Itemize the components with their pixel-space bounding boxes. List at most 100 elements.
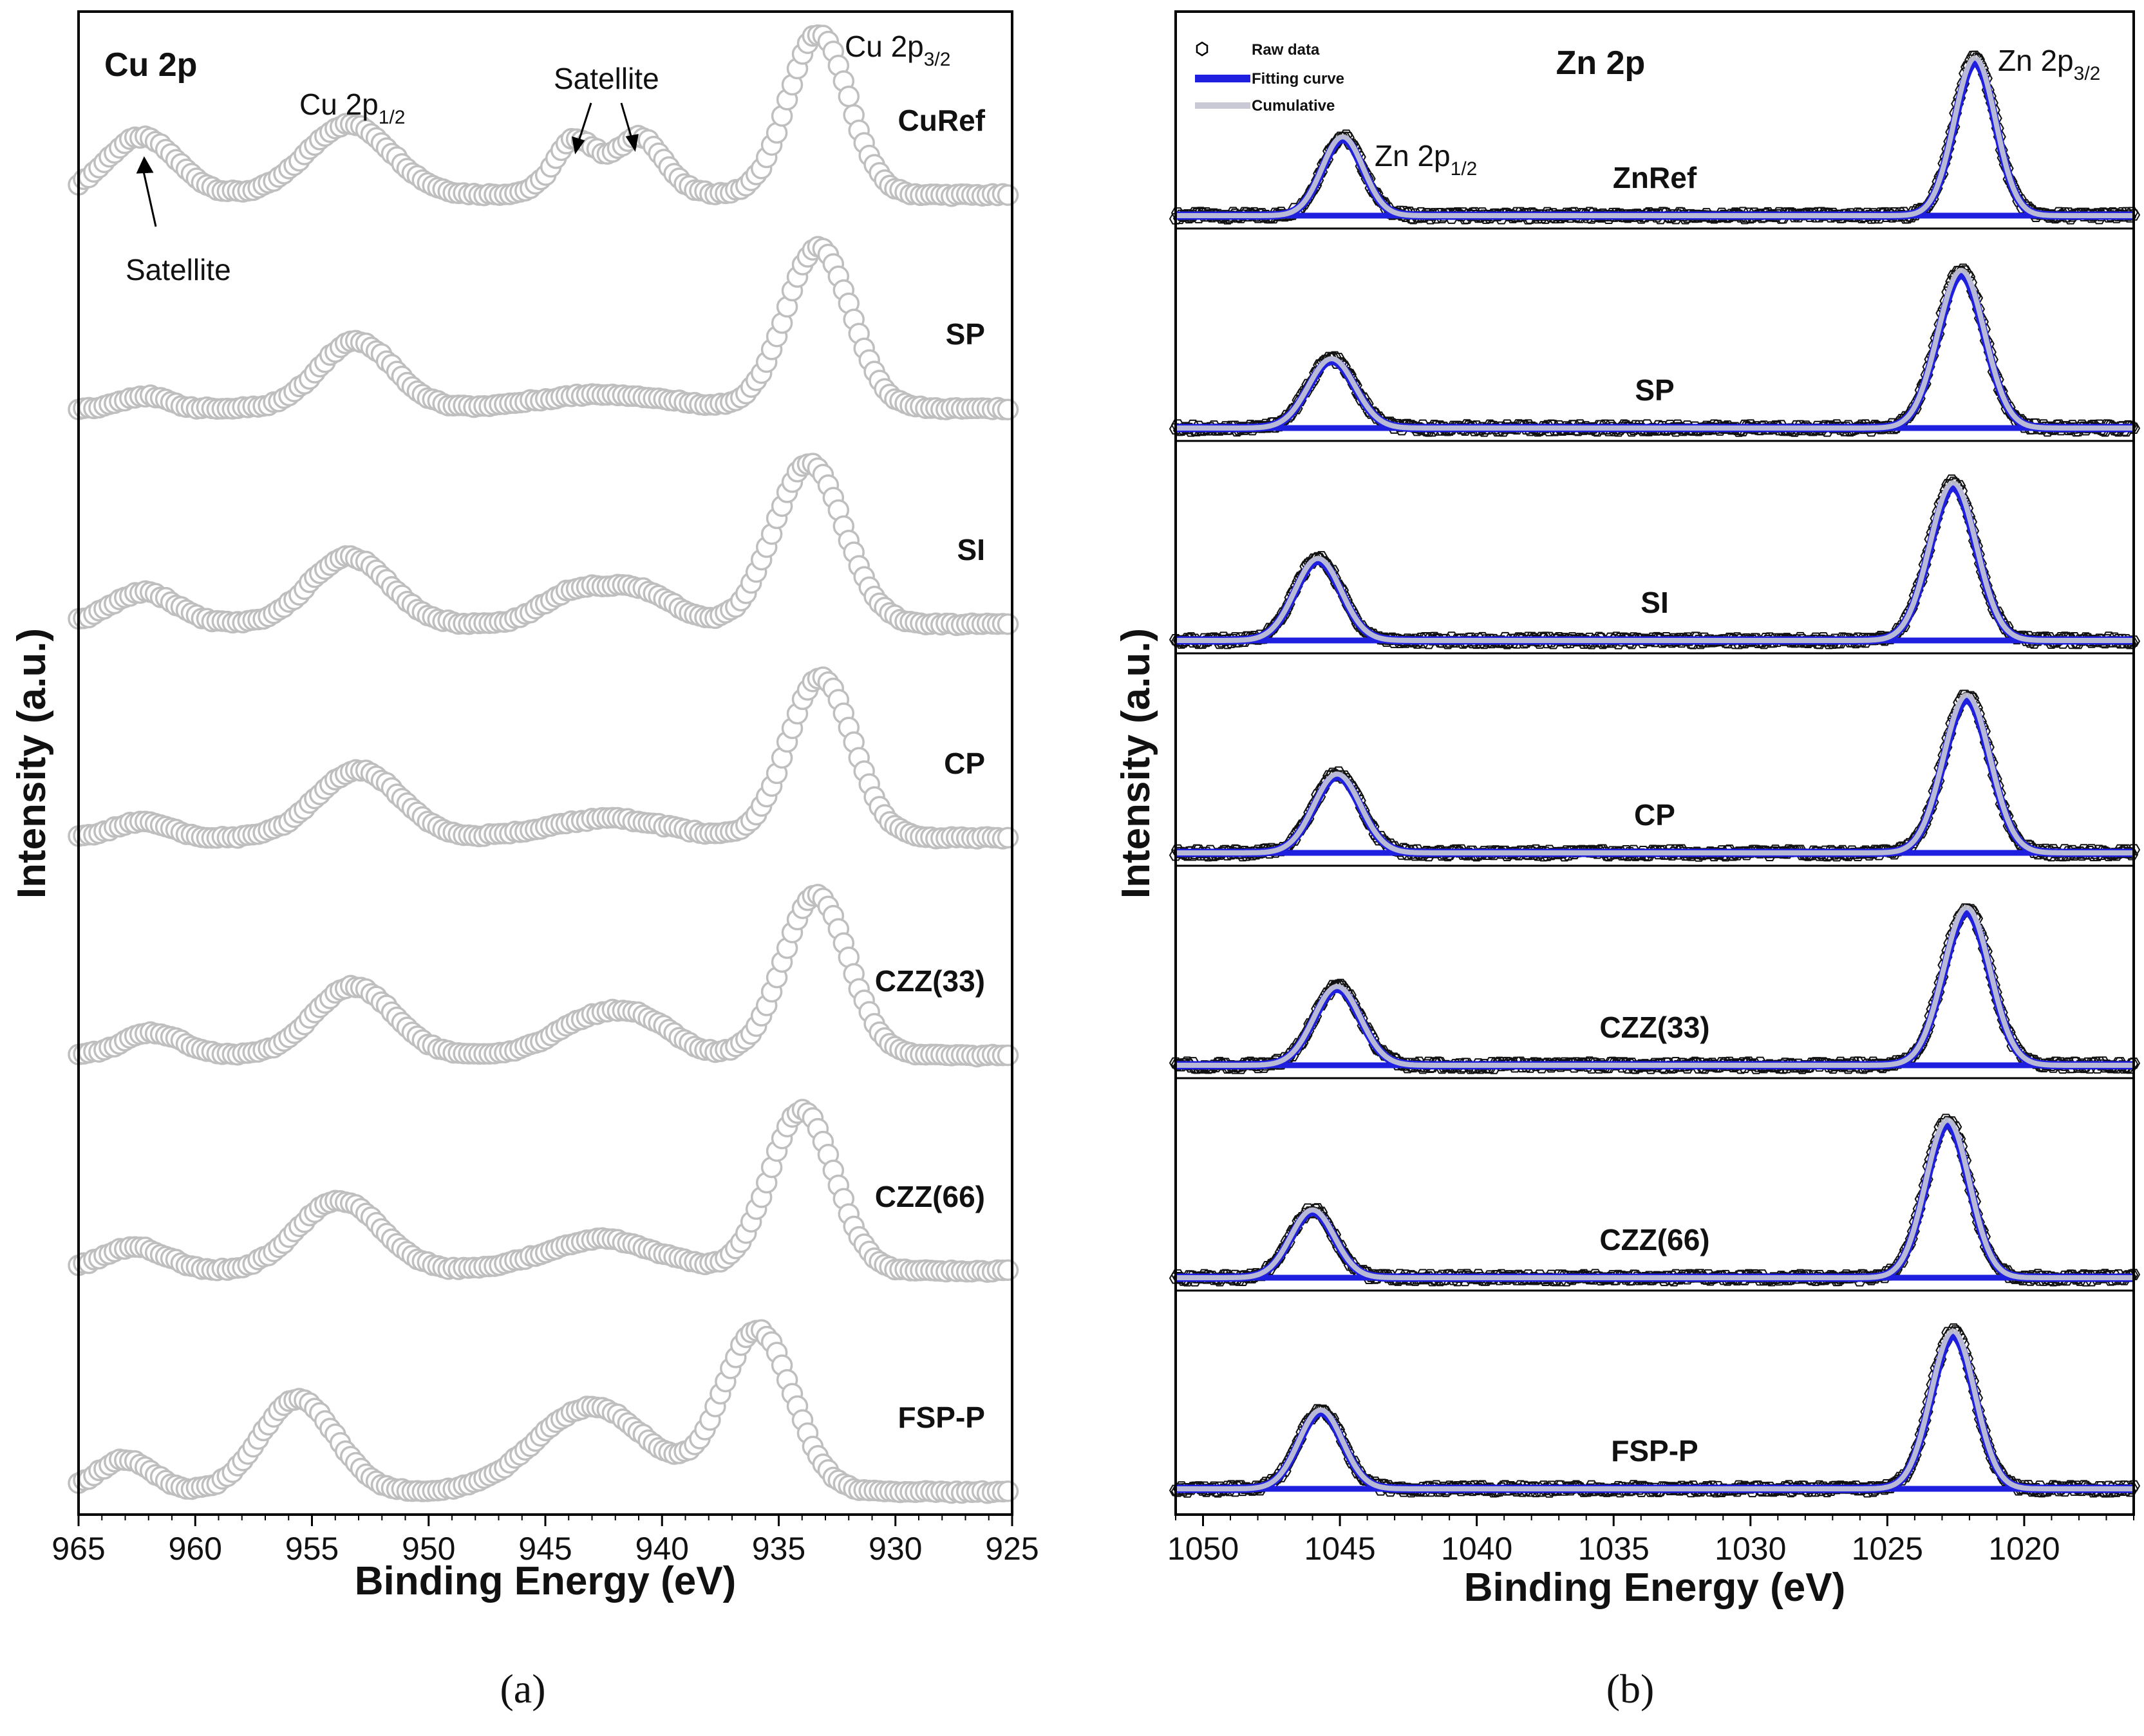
- panel-a-plot-area: CuRef SP SI CP CZZ(33) CZZ(66) FSP-P: [68, 24, 1019, 1504]
- panel-b-sample-label-znref: ZnRef: [1613, 161, 1697, 194]
- panel-a-tick-label: 945: [518, 1531, 572, 1567]
- panel-a-annot-cu2p32-sub: 3/2: [924, 49, 951, 70]
- data-point: [997, 1044, 1019, 1067]
- panel-a-sample-label-czz-33: CZZ(33): [875, 964, 985, 998]
- panel-b-cumulative-czz-66: [1176, 1117, 2134, 1280]
- panel-b-tick-label: 1040: [1441, 1531, 1512, 1567]
- panel-b-raw-data-sp: [1169, 263, 2141, 437]
- panel-b-series-sp: [1169, 227, 2141, 437]
- panel-b-tick-label: 1025: [1852, 1531, 1923, 1567]
- panel-b-cumulative-czz-33: [1176, 904, 2134, 1068]
- panel-b-sample-label-fsp-p: FSP-P: [1611, 1434, 1698, 1468]
- panel-a-series-si: [68, 453, 1019, 637]
- panel-b-tick-label: 1020: [1988, 1531, 2060, 1567]
- panel-b-legend: Raw data Fitting curve Cumulative: [1195, 41, 1344, 115]
- panel-b-series-cp: [1169, 652, 2141, 862]
- panel-a-tick-label: 930: [869, 1531, 922, 1567]
- panel-a-tick-label: 950: [402, 1531, 455, 1567]
- panel-a-annotation-arrows: [136, 102, 639, 227]
- panel-b-y-axis-label: Intensity (a.u.): [1114, 628, 1158, 899]
- panel-b-annot-zn2p12: Zn 2p1/2: [1375, 139, 1477, 180]
- panel-b-cumulative-si: [1176, 480, 2134, 643]
- data-point: [997, 826, 1019, 849]
- panel-a-cu2p: CuRef SP SI CP CZZ(33) CZZ(66) FSP-P 965 960 955…: [10, 10, 1039, 1712]
- legend-raw-data-marker: [1196, 41, 1208, 57]
- panel-b-caption: (b): [1606, 1666, 1655, 1712]
- legend-cumulative-label: Cumulative: [1252, 97, 1335, 115]
- panel-b-series-si: [1169, 440, 2141, 649]
- panel-b-sample-label-cp: CP: [1634, 798, 1675, 832]
- panel-b-cumulative-znref: [1176, 55, 2134, 218]
- data-point: [997, 613, 1019, 635]
- panel-a-series-czz-33: [68, 884, 1019, 1068]
- panel-b-cumulative-sp: [1176, 267, 2134, 431]
- panel-a-title: Cu 2p: [104, 46, 197, 84]
- panel-b-series-znref: [1169, 50, 2141, 225]
- panel-b-tick-label: 1045: [1304, 1531, 1375, 1567]
- data-point: [997, 1259, 1019, 1282]
- panel-a-sample-label-curef: CuRef: [898, 104, 986, 137]
- panel-b-plot-area: ZnRef SP SI CP CZZ(33) CZZ(66) FSP-P: [1169, 50, 2141, 1498]
- legend-fitting-curve-label: Fitting curve: [1252, 70, 1344, 88]
- legend-raw-data-label: Raw data: [1252, 41, 1320, 59]
- satellite-arrow-3: [142, 168, 157, 227]
- panel-a-annot-cu2p32-main: Cu 2p: [845, 30, 924, 63]
- panel-a-tick-label: 955: [285, 1531, 339, 1567]
- panel-a-tick-label: 965: [52, 1531, 105, 1567]
- satellite-arrow-1: [577, 102, 592, 144]
- panel-a-tick-label: 935: [752, 1531, 805, 1567]
- panel-a-frame: [77, 10, 1013, 1516]
- panel-a-tick-label: 925: [985, 1531, 1039, 1567]
- panel-b-tick-label: 1050: [1167, 1531, 1239, 1567]
- data-point: [838, 86, 860, 107]
- panel-b-sample-label-czz-66: CZZ(66): [1599, 1223, 1709, 1256]
- panel-a-series-czz-66: [68, 1099, 1019, 1283]
- panel-a-sample-label-sp: SP: [946, 317, 985, 351]
- panel-b-tick-label: 1035: [1578, 1531, 1650, 1567]
- panel-b-tick-label: 1030: [1715, 1531, 1786, 1567]
- panel-b-series-fsp-p: [1169, 1289, 2141, 1498]
- panel-a-sample-label-cp: CP: [944, 747, 985, 780]
- panel-a-x-ticks: 965 960 955 950 945 940 935 930 925: [52, 1515, 1039, 1567]
- panel-a-annot-cu2p12-sub: 1/2: [379, 107, 406, 128]
- panel-a-series-fsp-p: [68, 1319, 1019, 1504]
- panel-a-series-cp: [68, 666, 1019, 850]
- panel-a-annot-cu2p12: Cu 2p1/2: [299, 88, 405, 128]
- panel-b-cumulative-cp: [1176, 692, 2134, 855]
- satellite-arrow-2: [620, 102, 634, 141]
- panel-b-sample-label-czz-33: CZZ(33): [1599, 1011, 1709, 1044]
- panel-b-x-ticks: 1050 1045 1040 1035 1030 1025 1020: [1167, 1515, 2134, 1567]
- panel-a-sample-label-czz-66: CZZ(66): [875, 1180, 985, 1213]
- panel-a-annot-cu2p12-main: Cu 2p: [299, 88, 379, 121]
- panel-b-x-axis-label: Binding Energy (eV): [1464, 1565, 1845, 1610]
- panel-a-sample-label-si: SI: [957, 533, 985, 566]
- panel-b-title: Zn 2p: [1556, 44, 1646, 82]
- data-point: [997, 398, 1019, 421]
- panel-a-caption: (a): [500, 1666, 545, 1712]
- panel-a-x-axis-label: Binding Energy (eV): [355, 1559, 736, 1603]
- panel-a-annot-cu2p32: Cu 2p3/2: [845, 30, 950, 70]
- satellite-arrow-3-head: [136, 156, 154, 174]
- panel-a-y-axis-label: Intensity (a.u.): [10, 628, 54, 899]
- panel-b-series-czz-33: [1169, 864, 2141, 1074]
- panel-b-annot-zn2p12-main: Zn 2p: [1375, 139, 1451, 173]
- panel-b-cumulative-fsp-p: [1176, 1328, 2134, 1491]
- panel-b-frame: [1174, 10, 2135, 1516]
- panel-a-tick-label: 960: [169, 1531, 222, 1567]
- panel-b-annot-zn2p32-main: Zn 2p: [1998, 44, 2074, 77]
- panel-a-annot-satellite-1: Satellite: [554, 62, 659, 95]
- satellite-arrow-1-head: [572, 136, 585, 154]
- satellite-arrow-2-head: [625, 134, 639, 153]
- panel-b-annot-zn2p12-sub: 1/2: [1451, 158, 1478, 180]
- panel-a-tick-label: 940: [635, 1531, 689, 1567]
- panel-b-annot-zn2p32-sub: 3/2: [2074, 63, 2101, 84]
- data-point: [997, 184, 1019, 206]
- panel-b-sample-label-sp: SP: [1635, 373, 1674, 407]
- panel-b-annot-zn2p32: Zn 2p3/2: [1998, 44, 2100, 84]
- panel-a-sample-label-fsp-p: FSP-P: [898, 1401, 985, 1434]
- panel-b-sample-label-si: SI: [1641, 586, 1668, 619]
- panel-b-series-czz-66: [1169, 1077, 2141, 1287]
- panel-a-series-curef: [68, 24, 1019, 207]
